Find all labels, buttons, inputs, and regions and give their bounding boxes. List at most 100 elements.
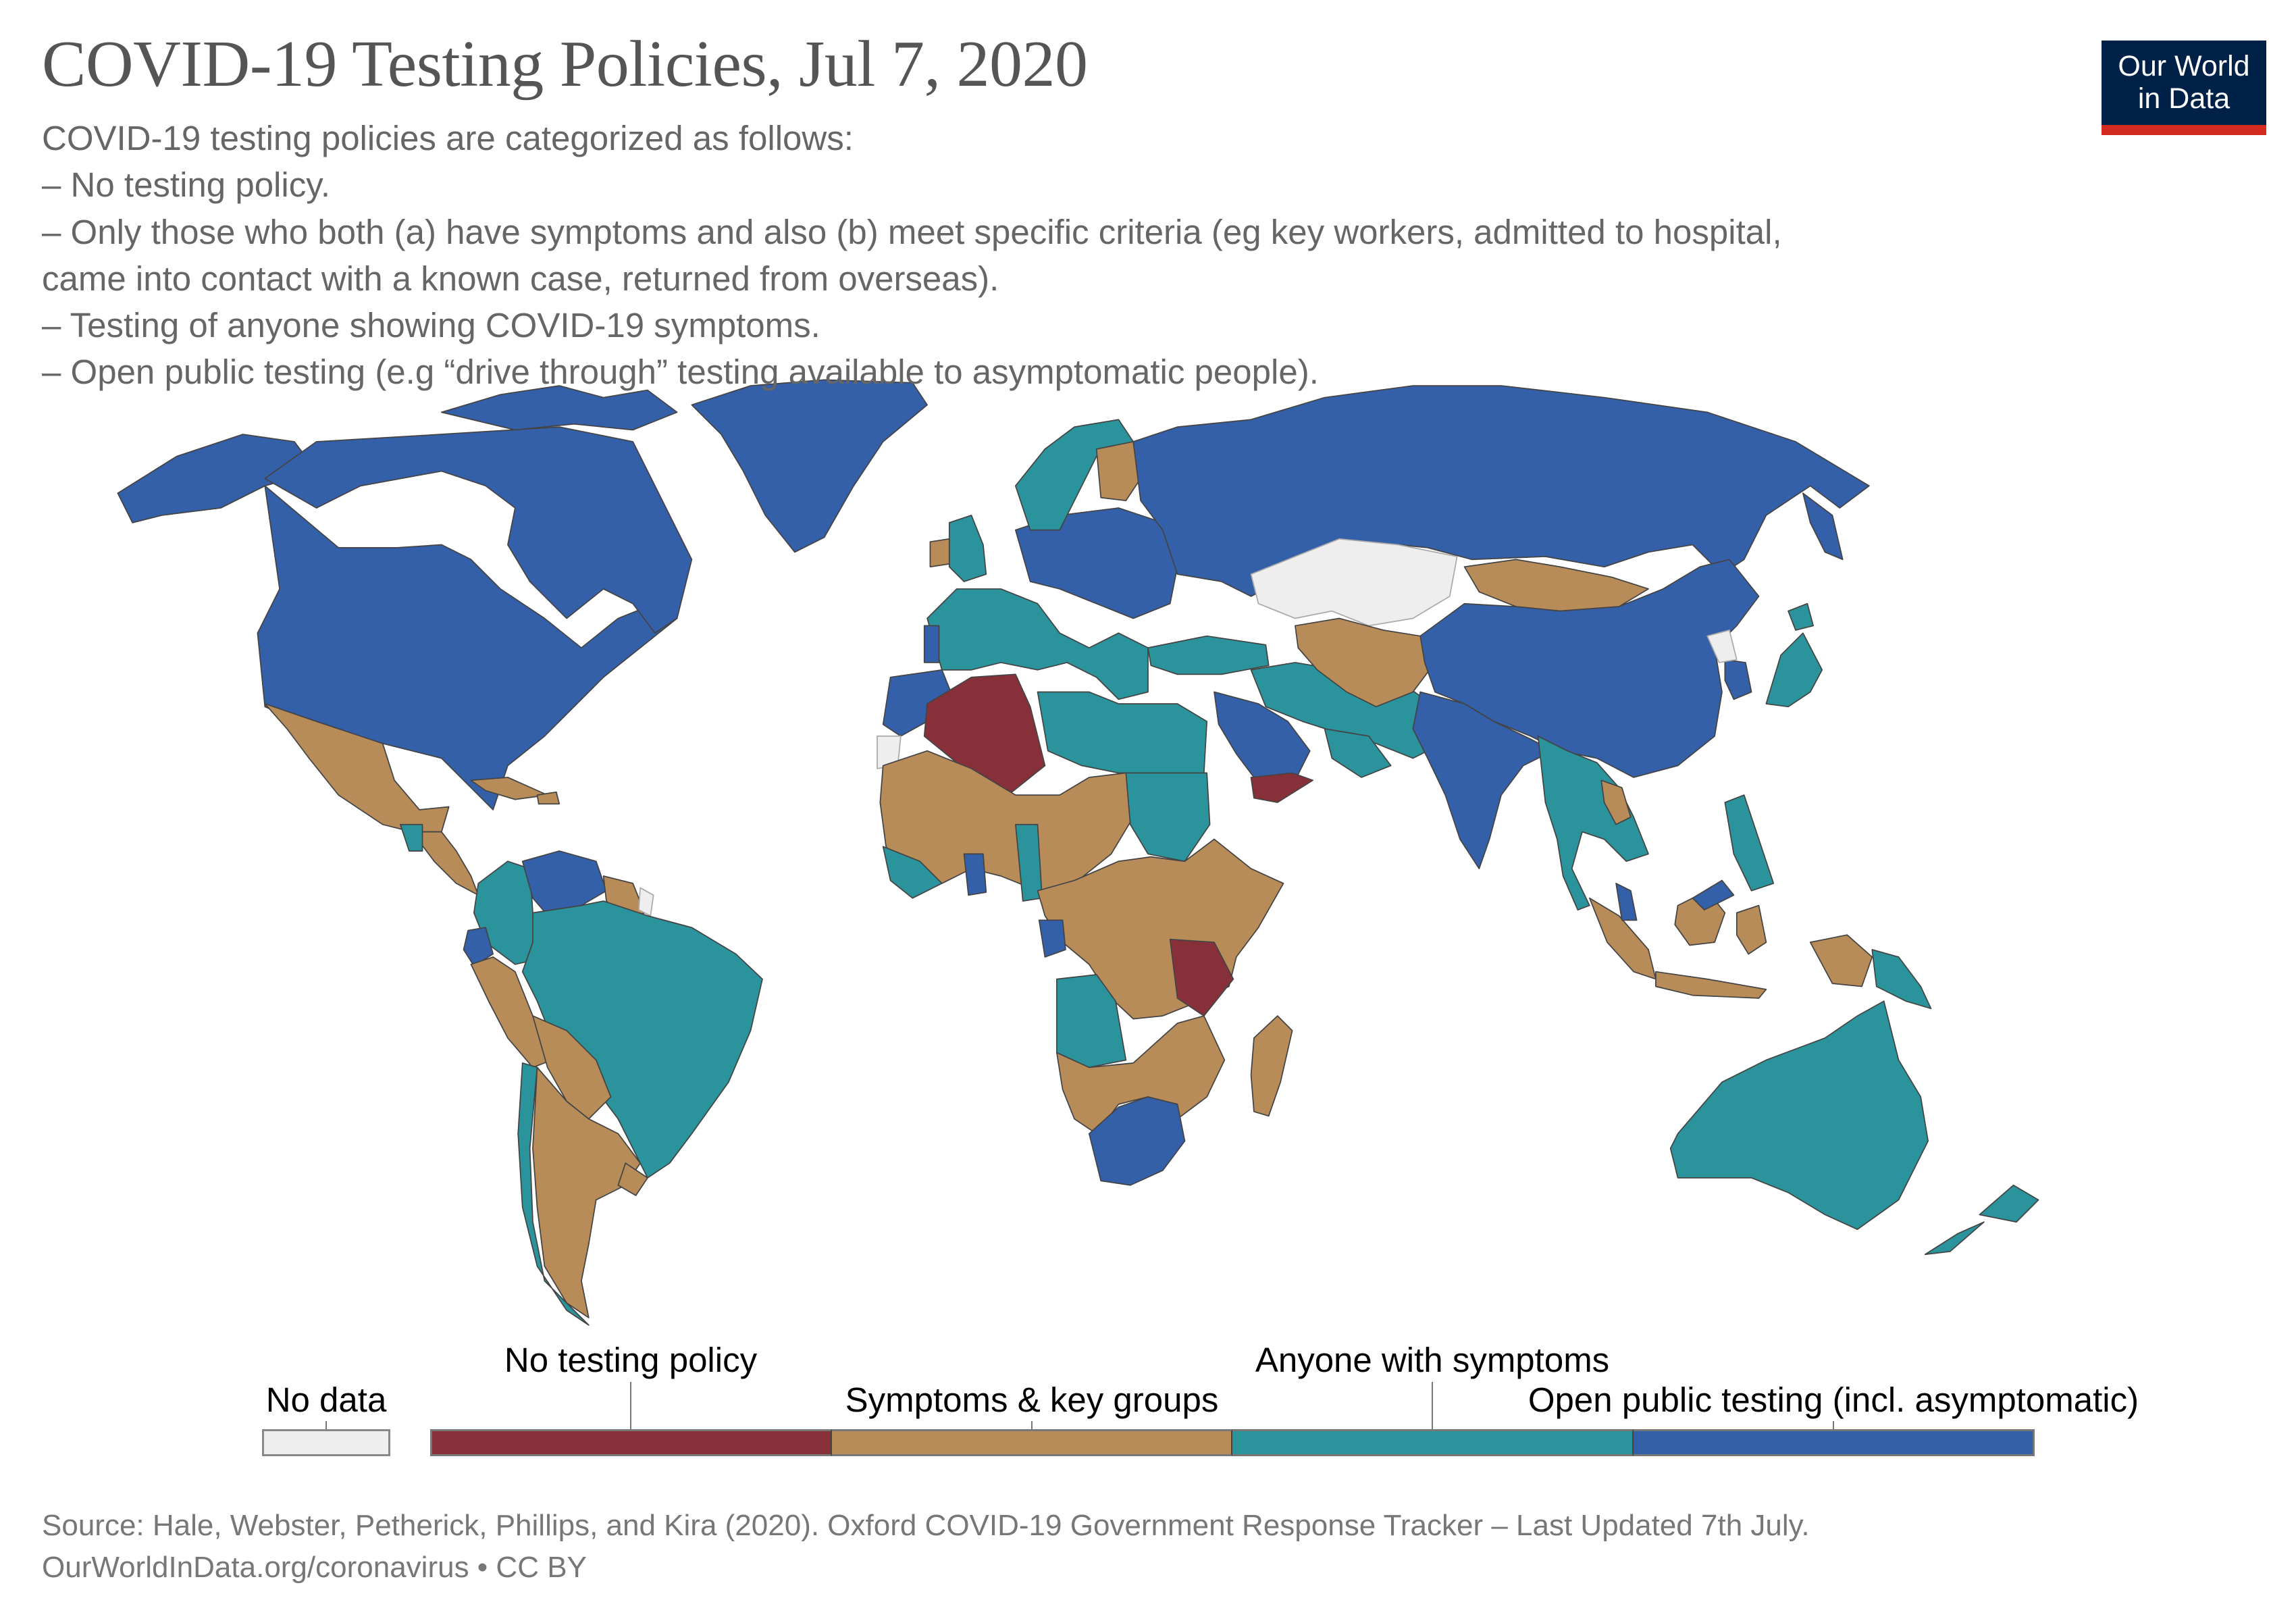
country-shape[interactable] <box>1765 632 1823 708</box>
country-shape[interactable] <box>1724 659 1752 700</box>
country-malaysia[interactable] <box>1615 879 1735 921</box>
country-laos[interactable] <box>1600 779 1632 825</box>
country-shape[interactable] <box>521 900 763 1179</box>
country-shape[interactable] <box>1412 691 1554 869</box>
country-shape[interactable] <box>882 846 943 899</box>
legend-swatch-no-data[interactable] <box>262 1429 390 1456</box>
country-west-africa-coast[interactable] <box>882 823 1043 902</box>
country-shape[interactable] <box>1132 385 1870 597</box>
country-philippines[interactable] <box>1724 794 1775 892</box>
country-shape[interactable] <box>638 887 654 917</box>
country-algeria[interactable] <box>923 673 1046 796</box>
country-shape[interactable] <box>1088 1096 1186 1186</box>
country-shape[interactable] <box>617 1162 648 1196</box>
country-russia[interactable] <box>1132 385 1870 597</box>
country-argentina[interactable] <box>532 1066 641 1318</box>
country-north-korea[interactable] <box>1706 629 1738 663</box>
country-shape[interactable] <box>517 1062 590 1326</box>
country-india[interactable] <box>1412 691 1554 869</box>
country-shape[interactable] <box>1463 559 1649 612</box>
country-central-europe[interactable] <box>1014 507 1178 619</box>
country-finland[interactable] <box>1095 441 1141 502</box>
country-shape[interactable] <box>521 850 607 921</box>
country-portugal[interactable] <box>923 625 940 663</box>
country-shape[interactable] <box>1055 1015 1226 1135</box>
country-kazakhstan[interactable] <box>1250 538 1458 627</box>
country-yemen[interactable] <box>1250 772 1313 803</box>
country-venezuela[interactable] <box>521 850 607 921</box>
country-shape[interactable] <box>963 853 987 896</box>
country-chile[interactable] <box>517 1062 590 1326</box>
owid-logo[interactable]: Our World in Data <box>2102 41 2266 135</box>
country-cuba[interactable] <box>470 777 560 805</box>
country-sudan[interactable] <box>1125 772 1211 863</box>
country-shape[interactable] <box>1924 1221 1985 1256</box>
country-shape[interactable] <box>691 379 928 553</box>
country-western-europe[interactable] <box>927 515 1149 700</box>
country-shape[interactable] <box>1736 904 1767 955</box>
country-shape[interactable] <box>1014 823 1043 902</box>
country-shape[interactable] <box>1788 602 1814 631</box>
country-ghana[interactable] <box>963 853 987 896</box>
country-shape[interactable] <box>411 831 479 896</box>
country-turkey[interactable] <box>1147 635 1270 675</box>
country-shape[interactable] <box>929 538 950 568</box>
country-shape[interactable] <box>923 673 1046 796</box>
country-central-asia[interactable] <box>1295 617 1436 708</box>
country-new-zealand[interactable] <box>1924 1184 2039 1256</box>
country-greenland[interactable] <box>691 379 928 553</box>
country-gabon[interactable] <box>1038 919 1066 958</box>
country-shape[interactable] <box>1669 1000 1929 1231</box>
country-shape[interactable] <box>1147 635 1270 675</box>
country-shape[interactable] <box>536 791 560 805</box>
country-ireland[interactable] <box>929 538 950 568</box>
country-uruguay[interactable] <box>617 1162 648 1196</box>
footer-link[interactable]: OurWorldInData.org/coronavirus • CC BY <box>42 1551 587 1584</box>
country-shape[interactable] <box>1095 441 1141 502</box>
country-south-africa[interactable] <box>1088 1096 1186 1186</box>
country-shape[interactable] <box>1706 629 1738 663</box>
legend-swatch-symptoms-key-groups[interactable] <box>832 1429 1232 1456</box>
country-shape[interactable] <box>1537 736 1649 911</box>
country-shape[interactable] <box>1692 879 1735 911</box>
legend-swatch-anyone-symptoms[interactable] <box>1232 1429 1634 1456</box>
country-shape[interactable] <box>470 777 548 800</box>
country-japan[interactable] <box>1765 602 1823 708</box>
country-australia[interactable] <box>1669 1000 1929 1231</box>
country-korea[interactable] <box>1724 659 1752 700</box>
country-shape[interactable] <box>1615 883 1638 921</box>
country-shape[interactable] <box>399 823 423 852</box>
country-guatemala[interactable] <box>399 823 423 852</box>
country-shape[interactable] <box>1038 919 1066 958</box>
country-shape[interactable] <box>264 426 693 634</box>
country-brazil[interactable] <box>521 900 763 1179</box>
legend-swatch-no-testing[interactable] <box>430 1429 832 1456</box>
country-shape[interactable] <box>1037 691 1208 774</box>
country-shape[interactable] <box>440 385 678 431</box>
country-shape[interactable] <box>1809 934 1873 987</box>
country-southern-africa[interactable] <box>1055 1015 1226 1135</box>
country-shape[interactable] <box>1014 507 1178 619</box>
country-papua-new-guinea[interactable] <box>1871 949 1932 1010</box>
country-shape[interactable] <box>1324 728 1392 778</box>
country-tanzania[interactable] <box>1169 938 1234 1017</box>
country-madagascar[interactable] <box>1250 1015 1293 1117</box>
country-shape[interactable] <box>1802 492 1844 561</box>
country-mongolia[interactable] <box>1463 559 1649 612</box>
country-canada[interactable] <box>264 385 693 634</box>
country-shape[interactable] <box>1655 971 1767 999</box>
country-southeast-asia[interactable] <box>1537 736 1649 911</box>
country-shape[interactable] <box>1250 538 1458 627</box>
country-shape[interactable] <box>1600 779 1632 825</box>
country-shape[interactable] <box>532 1066 641 1318</box>
legend-swatch-open-public[interactable] <box>1634 1429 2035 1456</box>
country-shape[interactable] <box>1871 949 1932 1010</box>
country-french-guiana[interactable] <box>638 887 654 917</box>
country-shape[interactable] <box>1250 1015 1293 1117</box>
country-libya-and-egypt[interactable] <box>1037 691 1208 774</box>
country-shape[interactable] <box>1724 794 1775 892</box>
country-shape[interactable] <box>1125 772 1211 863</box>
country-shape[interactable] <box>923 625 940 663</box>
country-central-america[interactable] <box>411 831 479 896</box>
country-shape[interactable] <box>532 1015 612 1120</box>
